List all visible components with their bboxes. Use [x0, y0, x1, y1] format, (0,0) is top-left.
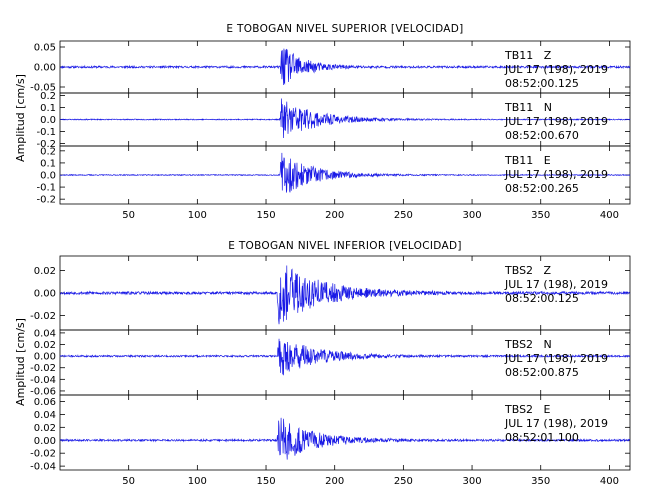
record-time: 08:52:00.875: [505, 366, 579, 379]
y-tick-label: -0.06: [30, 386, 56, 397]
x-tick-label: 50: [122, 210, 135, 221]
y-tick-label: 0.2: [40, 91, 56, 102]
x-tick-label: 100: [188, 476, 207, 487]
y-tick-label: 0.02: [34, 266, 56, 277]
y-tick-label: -0.02: [30, 449, 56, 460]
y-tick-label: -0.05: [30, 83, 56, 94]
x-tick-label: 300: [463, 476, 482, 487]
x-tick-label: 250: [394, 476, 413, 487]
lower-chart-title: E TOBOGAN NIVEL INFERIOR [VELOCIDAD]: [228, 240, 461, 252]
record-date: JUL 17 (198), 2019: [504, 168, 608, 181]
y-tick-label: 0.0: [40, 115, 56, 126]
y-tick-label: -0.02: [30, 311, 56, 322]
y-tick-label: 0.1: [40, 103, 56, 114]
lower-y-axis-label: Amplitud [cm/s]: [14, 318, 27, 406]
x-tick-label: 150: [256, 476, 275, 487]
waveform-trace: [59, 265, 631, 325]
x-tick-label: 250: [394, 210, 413, 221]
y-tick-label: 0.2: [40, 146, 56, 157]
record-date: JUL 17 (198), 2019: [504, 278, 608, 291]
record-date: JUL 17 (198), 2019: [504, 352, 608, 365]
station-label: TB11 Z: [504, 49, 552, 62]
station-label: TB11 N: [504, 101, 552, 114]
x-tick-label: 200: [325, 476, 344, 487]
x-tick-label: 400: [600, 210, 619, 221]
x-tick-label: 350: [531, 476, 550, 487]
station-label: TBS2 N: [504, 338, 552, 351]
y-tick-label: 0.00: [34, 436, 56, 447]
record-time: 08:52:00.125: [505, 77, 579, 90]
y-tick-label: 0.06: [34, 397, 56, 408]
record-time: 08:52:00.125: [505, 292, 579, 305]
y-tick-label: -0.1: [36, 127, 56, 138]
y-tick-label: 0.05: [34, 43, 56, 54]
panel-frame: [59, 394, 631, 471]
station-label: TB11 E: [504, 154, 551, 167]
x-tick-label: 300: [463, 210, 482, 221]
station-label: TBS2 Z: [504, 264, 552, 277]
y-tick-label: 0.00: [34, 289, 56, 300]
waveform-trace: [59, 338, 631, 376]
y-tick-label: -0.04: [30, 375, 56, 386]
y-tick-label: -0.04: [30, 462, 56, 473]
waveform-trace: [59, 152, 631, 193]
x-tick-label: 400: [600, 476, 619, 487]
x-tick-label: 150: [256, 210, 275, 221]
station-label: TBS2 E: [504, 403, 551, 416]
record-time: 08:52:00.265: [505, 182, 579, 195]
record-time: 08:52:00.670: [505, 129, 579, 142]
y-tick-label: 0.04: [34, 410, 56, 421]
lower-level-chart: E TOBOGAN NIVEL INFERIOR [VELOCIDAD] Amp…: [14, 240, 631, 487]
upper-y-axis-label: Amplitud [cm/s]: [14, 74, 27, 162]
waveform-trace: [59, 98, 631, 138]
y-tick-label: 0.1: [40, 158, 56, 169]
upper-level-chart: E TOBOGAN NIVEL SUPERIOR [VELOCIDAD] Amp…: [14, 23, 631, 221]
upper-chart-title: E TOBOGAN NIVEL SUPERIOR [VELOCIDAD]: [226, 23, 463, 35]
waveform-trace: [59, 417, 631, 460]
y-tick-label: -0.1: [36, 183, 56, 194]
y-tick-label: 0.00: [34, 352, 56, 363]
y-tick-label: 0.00: [34, 63, 56, 74]
y-tick-label: -0.2: [36, 195, 56, 206]
y-tick-label: 0.0: [40, 171, 56, 182]
record-date: JUL 17 (198), 2019: [504, 417, 608, 430]
x-tick-label: 100: [188, 210, 207, 221]
x-tick-label: 200: [325, 210, 344, 221]
x-tick-label: 50: [122, 476, 135, 487]
y-tick-label: -0.02: [30, 363, 56, 374]
y-tick-label: 0.04: [34, 328, 56, 339]
record-date: JUL 17 (198), 2019: [504, 63, 608, 76]
y-tick-label: 0.02: [34, 340, 56, 351]
record-date: JUL 17 (198), 2019: [504, 115, 608, 128]
y-tick-label: -0.2: [36, 139, 56, 150]
waveform-trace: [59, 48, 631, 86]
record-time: 08:52:01.100: [505, 431, 579, 444]
x-tick-label: 350: [531, 210, 550, 221]
y-tick-label: 0.02: [34, 423, 56, 434]
